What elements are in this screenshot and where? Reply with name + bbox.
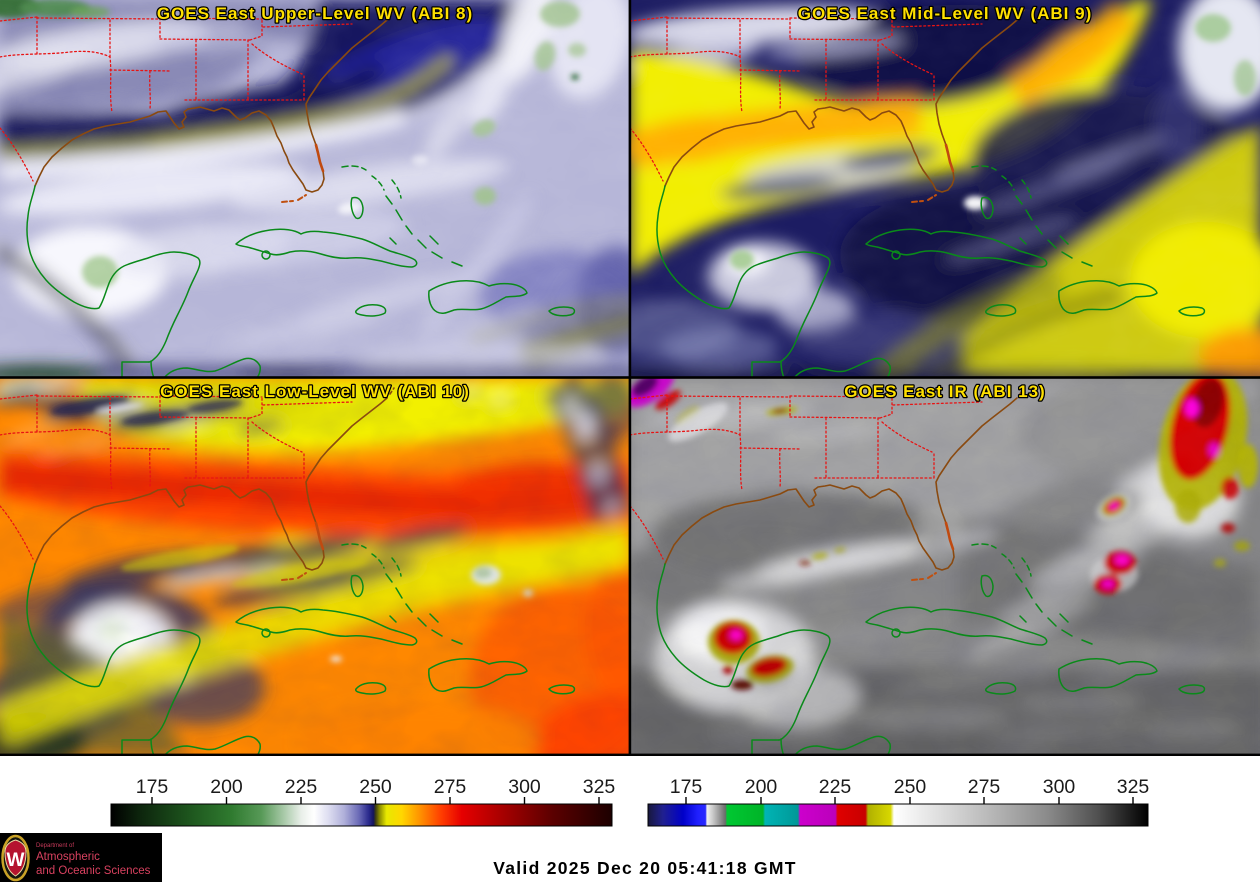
svg-text:225: 225 <box>819 776 852 798</box>
svg-text:GOES East IR (ABI 13): GOES East IR (ABI 13) <box>844 382 1045 401</box>
svg-text:200: 200 <box>210 776 243 798</box>
svg-text:Atmospheric: Atmospheric <box>36 851 100 863</box>
svg-text:325: 325 <box>1117 776 1150 798</box>
svg-text:200: 200 <box>745 776 778 798</box>
svg-text:325: 325 <box>583 776 616 798</box>
svg-text:Department of: Department of <box>36 843 74 849</box>
svg-text:250: 250 <box>359 776 392 798</box>
svg-text:300: 300 <box>1043 776 1076 798</box>
svg-text:175: 175 <box>136 776 169 798</box>
svg-text:250: 250 <box>894 776 927 798</box>
svg-text:GOES East Upper-Level WV (ABI: GOES East Upper-Level WV (ABI 8) <box>157 4 473 23</box>
svg-text:275: 275 <box>434 776 467 798</box>
svg-text:175: 175 <box>670 776 703 798</box>
svg-text:225: 225 <box>285 776 318 798</box>
svg-text:275: 275 <box>968 776 1001 798</box>
svg-text:GOES East Low-Level WV (ABI 10: GOES East Low-Level WV (ABI 10) <box>160 382 470 401</box>
svg-text:W: W <box>7 850 25 871</box>
svg-text:and Oceanic Sciences: and Oceanic Sciences <box>36 865 151 877</box>
svg-text:Valid 2025 Dec 20 05:41:18 GMT: Valid 2025 Dec 20 05:41:18 GMT <box>493 858 797 878</box>
svg-text:300: 300 <box>508 776 541 798</box>
svg-text:GOES East Mid-Level WV (ABI 9): GOES East Mid-Level WV (ABI 9) <box>798 4 1093 23</box>
